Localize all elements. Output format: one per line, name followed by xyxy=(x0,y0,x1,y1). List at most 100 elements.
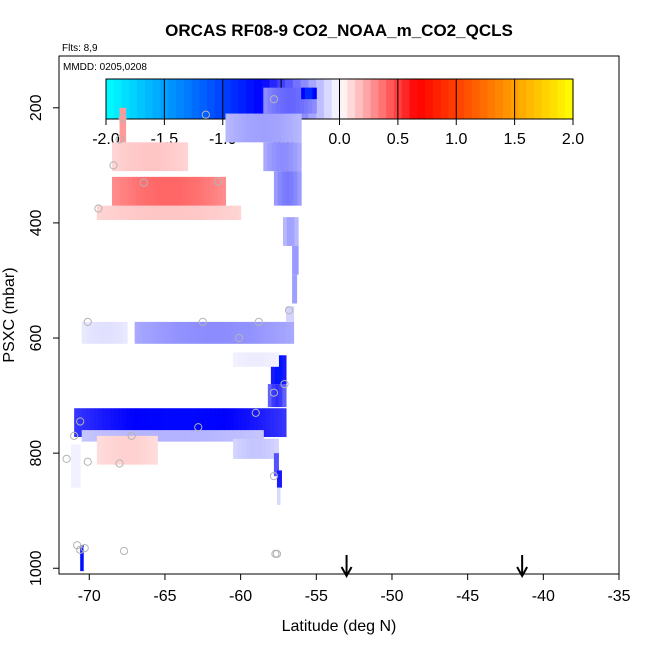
heatmap-cell xyxy=(249,321,255,344)
sample-point xyxy=(269,472,279,481)
heatmap-cell xyxy=(274,352,279,367)
heatmap-cell xyxy=(274,408,279,438)
heatmap-cell xyxy=(168,205,174,221)
heatmap-cell xyxy=(116,176,121,206)
heatmap-cell xyxy=(180,176,186,206)
heatmap-cell xyxy=(293,171,298,206)
heatmap-cell xyxy=(131,142,137,172)
heatmap-cell xyxy=(221,176,226,206)
sample-point xyxy=(213,177,223,186)
heatmap-cell xyxy=(176,176,182,206)
heatmap-cell xyxy=(142,430,147,442)
heatmap-cell xyxy=(241,321,247,344)
heatmap-cell xyxy=(208,205,214,221)
heatmap-cell xyxy=(281,321,287,344)
heatmap-cell xyxy=(97,430,103,442)
heatmap-cell xyxy=(110,408,115,438)
heatmap-cell xyxy=(198,430,204,442)
heatmap-cell xyxy=(249,352,255,367)
heatmap-cell xyxy=(242,408,247,438)
colorbar-cell xyxy=(121,79,130,119)
x-tick-label: -55 xyxy=(305,588,328,605)
heatmap-cell xyxy=(141,435,146,465)
heatmap-cell xyxy=(276,487,281,505)
heatmap-cell xyxy=(292,245,296,275)
latitude-markers xyxy=(340,555,529,579)
heatmap-cell xyxy=(214,430,220,442)
y-tick-label: 1000 xyxy=(28,550,45,586)
colorbar-cell xyxy=(137,79,146,119)
heatmap-cell xyxy=(222,430,228,442)
heatmap-cell xyxy=(148,176,154,206)
heatmap-cell xyxy=(247,430,252,442)
heatmap-cell xyxy=(287,87,293,114)
heatmap-cell xyxy=(160,205,166,221)
heatmap-cell xyxy=(93,430,99,442)
heatmap-cell xyxy=(186,321,191,344)
heatmap-cell xyxy=(75,444,81,488)
heatmap-cell xyxy=(178,321,183,344)
heatmap-cell xyxy=(116,205,122,221)
heatmap-cell xyxy=(130,408,135,438)
heatmap-cell xyxy=(237,438,242,459)
heatmap-cell xyxy=(100,205,106,221)
heatmap-cell xyxy=(286,217,292,246)
heatmap-cell xyxy=(172,176,178,206)
heatmap-cell xyxy=(245,352,251,367)
heatmap-cell xyxy=(263,87,268,114)
heatmap-cell xyxy=(312,87,317,100)
heatmap-cell xyxy=(133,435,138,465)
heatmap-cell xyxy=(110,321,116,344)
heatmap-cell xyxy=(250,408,255,438)
colorbar-cell xyxy=(152,79,162,119)
colorbar-cell xyxy=(487,79,496,119)
heatmap-cell xyxy=(166,408,171,438)
heatmap-cell xyxy=(194,321,199,344)
heatmap-cell xyxy=(312,87,317,114)
heatmap-cell xyxy=(282,408,287,438)
heatmap-cell xyxy=(140,176,145,206)
colorbar-cell xyxy=(526,79,535,119)
colorbar-cell xyxy=(183,79,193,119)
heatmap-cell xyxy=(132,205,138,221)
x-tick-label: -40 xyxy=(532,588,555,605)
heatmap-cell xyxy=(263,142,269,172)
heatmap-cell xyxy=(245,438,251,459)
heatmap-cell xyxy=(134,430,139,442)
heatmap-cell xyxy=(246,408,251,438)
heatmap-cell xyxy=(257,321,263,344)
heatmap-cell xyxy=(214,408,219,438)
heatmap-cell xyxy=(82,408,87,438)
heatmap-cell xyxy=(233,352,238,367)
heatmap-cell xyxy=(261,438,267,459)
heatmap-cell xyxy=(228,205,234,221)
sample-point xyxy=(127,431,136,440)
heatmap-cell xyxy=(210,430,216,442)
heatmap-cell xyxy=(297,171,302,206)
colorbar-cell xyxy=(144,79,154,119)
y-tick-label: 200 xyxy=(28,94,45,121)
heatmap-cell xyxy=(145,435,150,465)
heatmap-cell xyxy=(217,176,222,206)
heatmap-cell xyxy=(289,321,295,344)
heatmap-cell xyxy=(152,205,158,221)
colorbar-cell xyxy=(549,79,559,119)
heatmap-cell xyxy=(166,430,171,442)
sample-point xyxy=(70,431,79,440)
colorbar-cell xyxy=(129,79,138,119)
heatmap-cell xyxy=(168,176,174,206)
heatmap-cell xyxy=(227,430,232,442)
heatmap-cell xyxy=(122,321,128,344)
heatmap-cell xyxy=(297,113,302,143)
heatmap-cell xyxy=(188,205,194,221)
sample-point xyxy=(254,317,263,327)
colorbar-cell xyxy=(557,79,566,119)
heatmap-cell xyxy=(273,321,279,344)
heatmap-cell xyxy=(122,430,127,442)
heatmap-cell xyxy=(278,384,283,408)
heatmap-cell xyxy=(201,176,206,206)
heatmap-cell xyxy=(126,408,131,438)
heatmap-cell xyxy=(296,142,302,172)
heatmap-cell xyxy=(144,176,149,206)
